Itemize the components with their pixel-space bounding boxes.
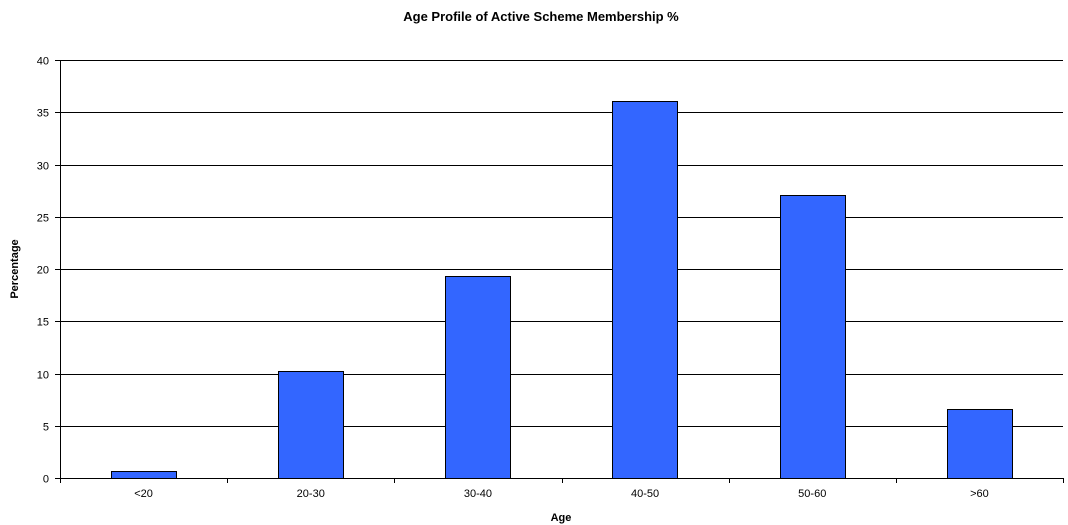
gridlines <box>60 60 1063 427</box>
y-tick-label: 15 <box>37 317 49 329</box>
bar <box>111 471 177 479</box>
y-tick-label: 0 <box>43 474 49 486</box>
x-tick-label: >60 <box>970 488 989 500</box>
bars <box>111 101 1013 479</box>
y-tick-labels: 0 5 10 15 20 25 30 35 40 <box>37 56 49 486</box>
y-tick-label: 25 <box>37 213 49 225</box>
y-tick-label: 40 <box>37 56 49 68</box>
x-tick-label: 20-30 <box>297 488 325 500</box>
y-tick-label: 35 <box>37 108 49 120</box>
y-tick-label: 5 <box>43 422 49 434</box>
y-axis-title: Percentage <box>9 239 21 298</box>
y-tick-label: 10 <box>37 370 49 382</box>
x-tick-label: 40-50 <box>631 488 659 500</box>
bar <box>780 195 846 479</box>
bar <box>278 371 344 479</box>
bar <box>612 101 678 479</box>
axes <box>55 60 1064 483</box>
y-tick-label: 30 <box>37 161 49 173</box>
chart-title: Age Profile of Active Scheme Membership … <box>403 9 679 24</box>
x-axis-title: Age <box>551 512 572 524</box>
bar <box>445 276 511 479</box>
x-tick-label: <20 <box>134 488 153 500</box>
x-tick-label: 50-60 <box>798 488 826 500</box>
x-tick-label: 30-40 <box>464 488 492 500</box>
bar <box>947 409 1013 479</box>
y-tick-label: 20 <box>37 265 49 277</box>
x-tick-labels: <20 20-30 30-40 40-50 50-60 >60 <box>134 488 989 500</box>
